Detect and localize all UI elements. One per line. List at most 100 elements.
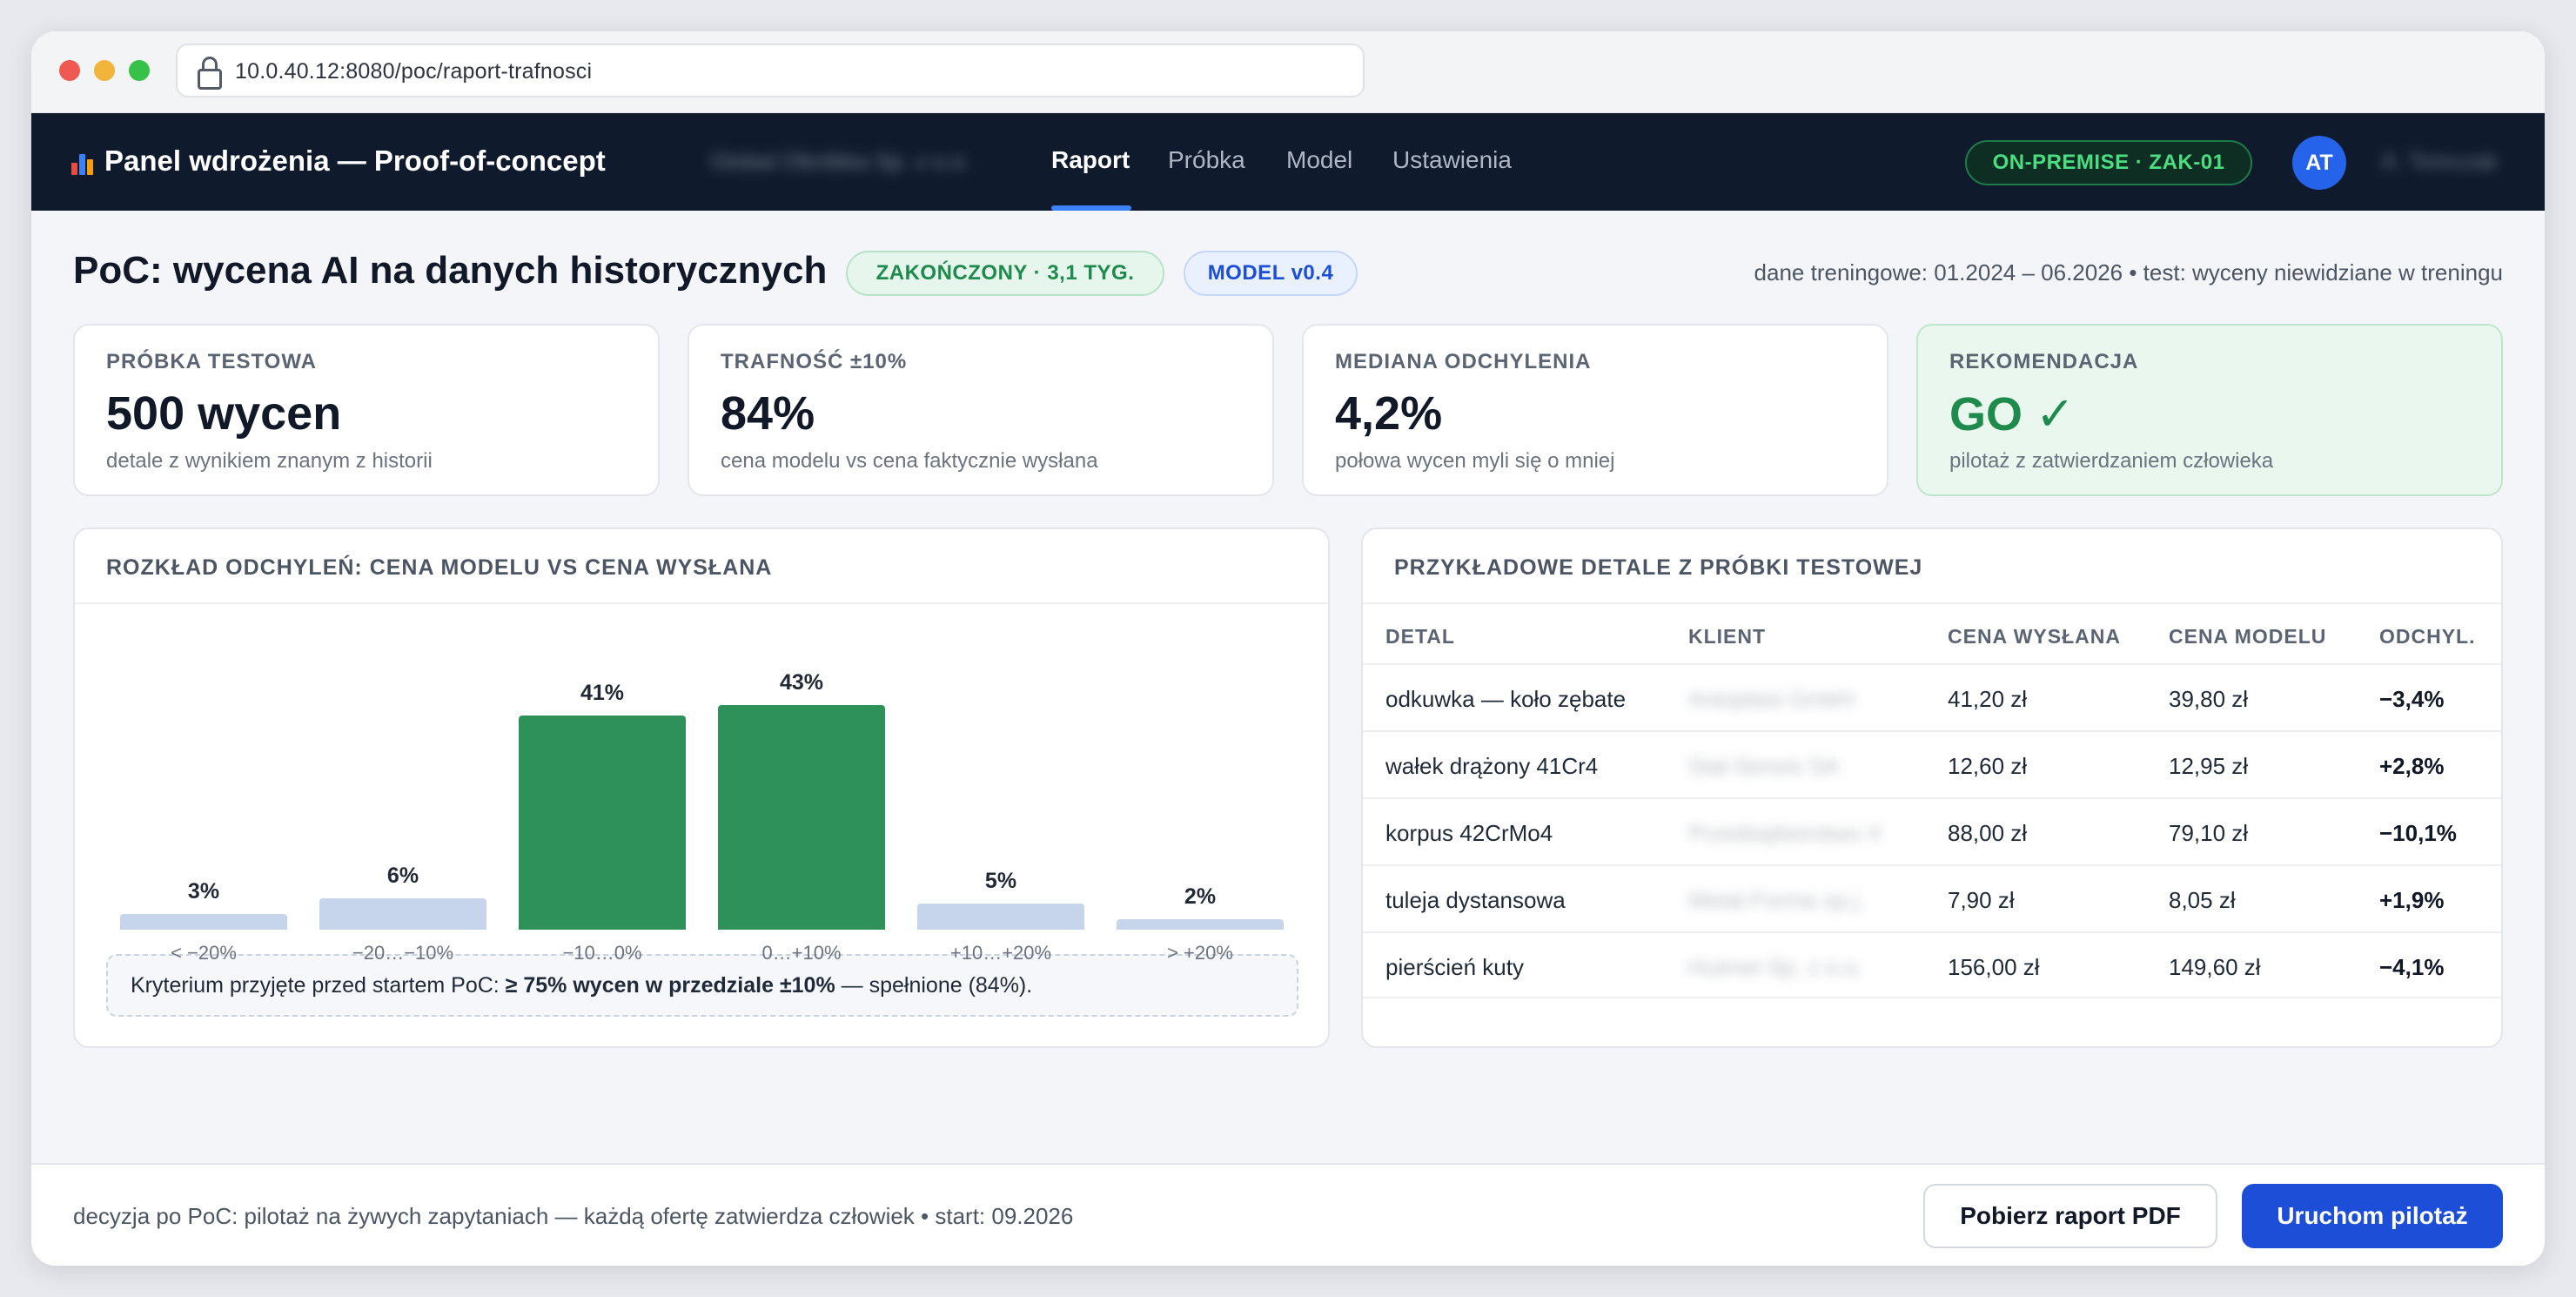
cell-klient: Przedsiębiorstwo X bbox=[1688, 820, 1882, 846]
bar-3 bbox=[718, 705, 885, 930]
category-label: +10…+20% bbox=[949, 942, 1052, 964]
tab-model[interactable]: Model bbox=[1286, 146, 1353, 173]
kpi-value: 500 wycen bbox=[106, 387, 342, 440]
table-title: PRZYKŁADOWE DETALE Z PRÓBKI TESTOWEJ bbox=[1394, 555, 1923, 580]
cell-cena-modelu: 39,80 zł bbox=[2169, 686, 2249, 712]
environment-badge: ON-PREMISE · ZAK-01 bbox=[1965, 140, 2252, 185]
cell-cena-wyslana: 12,60 zł bbox=[1948, 753, 2028, 779]
download-pdf-button[interactable]: Pobierz raport PDF bbox=[1923, 1184, 2217, 1248]
section-divider bbox=[75, 602, 1328, 604]
cell-cena-wyslana: 156,00 zł bbox=[1948, 954, 2040, 980]
url-text: 10.0.40.12:8080/poc/raport-trafnosci bbox=[235, 59, 593, 84]
browser-window: 10.0.40.12:8080/poc/raport-trafnosci Pan… bbox=[31, 31, 2545, 1266]
cell-cena-wyslana: 7,90 zł bbox=[1948, 887, 2015, 913]
kpi-label: REKOMENDACJA bbox=[1949, 350, 2139, 373]
close-window-button[interactable] bbox=[59, 60, 80, 81]
cell-odchylenie: −4,1% bbox=[2379, 954, 2445, 980]
cell-detal: tuleja dystansowa bbox=[1385, 887, 1566, 913]
app-brand[interactable]: Panel wdrożenia — Proof-of-concept bbox=[70, 144, 606, 178]
user-name[interactable]: A. Tomczak bbox=[2381, 148, 2498, 174]
bar-value-label: 6% bbox=[386, 864, 419, 888]
bar-value-label: 41% bbox=[580, 681, 625, 705]
tab-raport[interactable]: Raport bbox=[1051, 146, 1130, 173]
table-row[interactable]: tuleja dystansowa Metal-Forma sp.j. 7,90… bbox=[1363, 864, 2501, 931]
cell-cena-wyslana: 41,20 zł bbox=[1948, 686, 2028, 712]
cell-cena-modelu: 79,10 zł bbox=[2169, 820, 2249, 846]
kpi-label: PRÓBKA TESTOWA bbox=[106, 350, 318, 373]
column-header-odchylenie[interactable]: ODCHYL. bbox=[2379, 625, 2476, 648]
cell-klient: Hutmet Sp. z o.o. bbox=[1688, 954, 1863, 980]
minimize-window-button[interactable] bbox=[94, 60, 115, 81]
tab-ustawienia[interactable]: Ustawienia bbox=[1392, 146, 1512, 173]
bar-value-label: 2% bbox=[1184, 884, 1217, 909]
cell-detal: pierścień kuty bbox=[1385, 954, 1524, 980]
model-version-badge: MODEL v0.4 bbox=[1184, 251, 1358, 296]
table-row[interactable]: pierścień kuty Hutmet Sp. z o.o. 156,00 … bbox=[1363, 931, 2501, 998]
kpi-description: pilotaż z zatwierdzaniem człowieka bbox=[1949, 449, 2274, 473]
criterion-prefix: Kryterium przyjęte przed startem PoC: bbox=[131, 973, 506, 998]
cell-odchylenie: +2,8% bbox=[2379, 753, 2445, 779]
bar-value-label: 3% bbox=[187, 879, 220, 904]
cell-klient: Metal-Forma sp.j. bbox=[1688, 887, 1865, 913]
active-tab-indicator bbox=[1051, 205, 1131, 211]
cell-cena-wyslana: 88,00 zł bbox=[1948, 820, 2028, 846]
bar-4 bbox=[917, 904, 1084, 930]
kpi-label: TRAFNOŚĆ ±10% bbox=[721, 350, 908, 373]
top-navigation: Panel wdrożenia — Proof-of-concept Globa… bbox=[31, 113, 2545, 211]
cell-detal: wałek drążony 41Cr4 bbox=[1385, 753, 1599, 779]
cell-odchylenie: −3,4% bbox=[2379, 686, 2445, 712]
decision-note: decyzja po PoC: pilotaż na żywych zapyta… bbox=[73, 1203, 1074, 1229]
kpi-description: cena modelu vs cena faktycznie wysłana bbox=[721, 449, 1098, 473]
start-pilot-button[interactable]: Uruchom pilotaż bbox=[2242, 1184, 2503, 1248]
criterion-result: — spełnione (84%). bbox=[835, 973, 1033, 998]
cell-klient: Antoplast GmbH bbox=[1688, 686, 1855, 712]
kpi-description: połowa wycen myli się o mniej bbox=[1335, 449, 1615, 473]
table-row[interactable]: korpus 42CrMo4 Przedsiębiorstwo X 88,00 … bbox=[1363, 797, 2501, 864]
column-header-klient[interactable]: KLIENT bbox=[1688, 625, 1767, 648]
bar-1 bbox=[319, 898, 486, 930]
bar-value-label: 5% bbox=[984, 869, 1017, 893]
column-header-cena-modelu[interactable]: CENA MODELU bbox=[2169, 625, 2327, 648]
lock-icon bbox=[197, 57, 223, 90]
category-label: < −20% bbox=[171, 942, 237, 964]
organization-name: Global Obróbka Sp. z o.o. bbox=[710, 148, 971, 174]
cell-klient: Stal-Serwis SA bbox=[1688, 753, 1840, 779]
column-header-cena-wyslana[interactable]: CENA WYSŁANA bbox=[1948, 625, 2121, 648]
bar-5 bbox=[1117, 919, 1284, 930]
criterion-threshold: ≥ 75% wycen w przedziale ±10% bbox=[505, 973, 835, 998]
bar-value-label: 43% bbox=[779, 670, 824, 695]
address-bar[interactable]: 10.0.40.12:8080/poc/raport-trafnosci bbox=[176, 44, 1365, 97]
maximize-window-button[interactable] bbox=[129, 60, 150, 81]
sample-table-card: PRZYKŁADOWE DETALE Z PRÓBKI TESTOWEJ DET… bbox=[1361, 528, 2503, 1048]
user-avatar[interactable]: AT bbox=[2292, 136, 2346, 190]
table-row[interactable]: wałek drążony 41Cr4 Stal-Serwis SA 12,60… bbox=[1363, 730, 2501, 797]
tab-probka[interactable]: Próbka bbox=[1168, 146, 1245, 173]
table-row[interactable]: odkuwka — koło zębate Antoplast GmbH 41,… bbox=[1363, 663, 2501, 730]
cell-cena-modelu: 149,60 zł bbox=[2169, 954, 2261, 980]
bar-chart-icon bbox=[70, 147, 96, 175]
section-divider bbox=[1363, 602, 2501, 604]
decision-footer: decyzja po PoC: pilotaż na żywych zapyta… bbox=[31, 1163, 2545, 1266]
chart-title: ROZKŁAD ODCHYLEŃ: CENA MODELU VS CENA WY… bbox=[106, 555, 773, 580]
cell-odchylenie: −10,1% bbox=[2379, 820, 2457, 846]
recommendation-value: GO ✓ bbox=[1949, 388, 2076, 440]
category-label: −20…−10% bbox=[352, 942, 454, 964]
cell-detal: korpus 42CrMo4 bbox=[1385, 820, 1553, 846]
column-header-detal[interactable]: DETAL bbox=[1385, 625, 1455, 648]
bar-2 bbox=[519, 716, 686, 930]
page-title: PoC: wycena AI na danych historycznych bbox=[73, 249, 828, 292]
cell-cena-modelu: 12,95 zł bbox=[2169, 753, 2249, 779]
kpi-card-recommendation: REKOMENDACJA GO ✓ pilotaż z zatwierdzani… bbox=[1916, 324, 2503, 496]
kpi-value: 4,2% bbox=[1335, 387, 1443, 440]
kpi-label: MEDIANA ODCHYLENIA bbox=[1335, 350, 1592, 373]
category-label: 0…+10% bbox=[761, 942, 842, 964]
cell-detal: odkuwka — koło zębate bbox=[1385, 686, 1627, 712]
browser-chrome: 10.0.40.12:8080/poc/raport-trafnosci bbox=[31, 31, 2545, 113]
kpi-value: 84% bbox=[721, 387, 815, 440]
status-badge: ZAKOŃCZONY · 3,1 TYG. bbox=[846, 251, 1164, 296]
dataset-meta: dane treningowe: 01.2024 – 06.2026 • tes… bbox=[1754, 259, 2503, 286]
bar-0 bbox=[120, 914, 287, 930]
category-label: > +20% bbox=[1167, 942, 1233, 964]
kpi-card-sample: PRÓBKA TESTOWA 500 wycen detale z wyniki… bbox=[73, 324, 660, 496]
kpi-card-accuracy: TRAFNOŚĆ ±10% 84% cena modelu vs cena fa… bbox=[688, 324, 1274, 496]
